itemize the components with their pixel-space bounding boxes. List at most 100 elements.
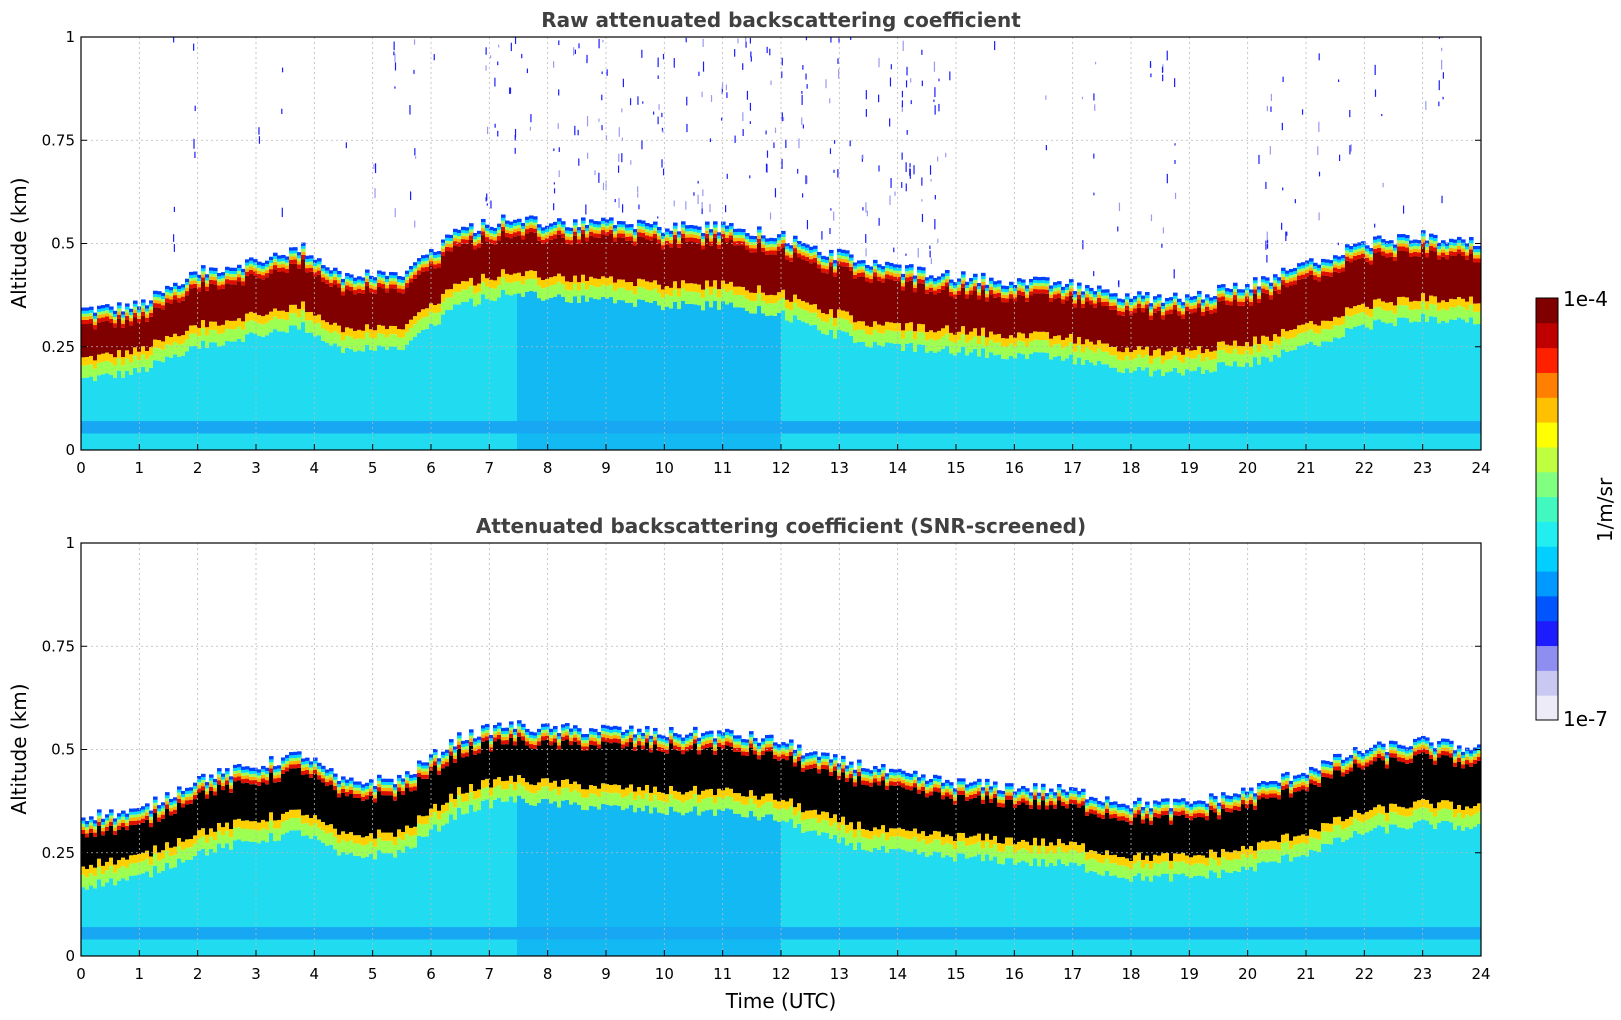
- heatmap-cell: [1345, 260, 1350, 308]
- heatmap-cell: [225, 270, 230, 273]
- heatmap-cell: [1037, 421, 1042, 434]
- heatmap-cell: [1353, 255, 1358, 261]
- x-tick-label: 19: [1180, 459, 1199, 477]
- noise-streak: [414, 156, 417, 159]
- heatmap-cell: [797, 240, 802, 245]
- heatmap-cell: [81, 377, 86, 450]
- heatmap-cell: [357, 282, 362, 286]
- heatmap-cell: [1193, 308, 1198, 313]
- heatmap-cell: [241, 281, 246, 286]
- heatmap-cell: [841, 266, 846, 311]
- heatmap-cell: [189, 333, 194, 347]
- heatmap-cell: [889, 269, 894, 273]
- heatmap-cell: [525, 233, 530, 272]
- heatmap-cell: [889, 421, 894, 434]
- heatmap-cell: [1157, 306, 1162, 311]
- heatmap-cell: [1349, 308, 1354, 317]
- heatmap-cell: [985, 301, 990, 338]
- heatmap-cell: [869, 282, 874, 327]
- heatmap-cell: [313, 774, 318, 816]
- heatmap-cell: [485, 237, 490, 242]
- heatmap-cell: [137, 874, 142, 956]
- noise-streak: [637, 186, 639, 193]
- heatmap-cell: [741, 238, 746, 242]
- heatmap-cell: [713, 300, 718, 450]
- heatmap-cell: [561, 224, 566, 228]
- heatmap-cell: [1445, 248, 1450, 252]
- heatmap-cell: [1121, 299, 1126, 303]
- heatmap-cell: [573, 228, 578, 232]
- heatmap-cell: [449, 739, 454, 743]
- heatmap-cell: [693, 242, 698, 284]
- heatmap-cell: [405, 783, 410, 788]
- noise-streak: [553, 61, 555, 68]
- heatmap-cell: [1457, 245, 1462, 250]
- heatmap-cell: [825, 260, 830, 263]
- heatmap-cell: [873, 272, 878, 277]
- heatmap-cell: [1357, 304, 1362, 314]
- heatmap-cell: [825, 269, 830, 274]
- noise-streak: [662, 168, 665, 176]
- heatmap-cell: [101, 886, 106, 956]
- heatmap-cell: [1437, 246, 1442, 250]
- heatmap-cell: [265, 767, 270, 772]
- heatmap-cell: [609, 421, 614, 434]
- heatmap-cell: [1221, 287, 1226, 291]
- heatmap-cell: [397, 787, 402, 792]
- heatmap-cell: [309, 271, 314, 312]
- noise-streak: [173, 234, 175, 242]
- heatmap-cell: [265, 829, 270, 843]
- heatmap-cell: [1241, 295, 1246, 299]
- heatmap-cell: [1313, 345, 1318, 450]
- heatmap-cell: [877, 280, 882, 325]
- heatmap-cell: [1153, 350, 1158, 359]
- heatmap-cell: [529, 218, 534, 222]
- heatmap-cell: [785, 421, 790, 434]
- heatmap-cell: [1225, 365, 1230, 450]
- noise-streak: [901, 104, 903, 112]
- heatmap-cell: [1261, 421, 1266, 434]
- heatmap-cell: [441, 302, 446, 315]
- heatmap-cell: [181, 807, 186, 842]
- heatmap-cell: [989, 286, 994, 291]
- heatmap-cell: [665, 240, 670, 246]
- heatmap-cell: [669, 287, 674, 297]
- heatmap-cell: [1049, 301, 1054, 339]
- heatmap-cell: [333, 343, 338, 450]
- heatmap-cell: [713, 227, 718, 231]
- heatmap-cell: [545, 299, 550, 450]
- heatmap-cell: [937, 330, 942, 340]
- heatmap-cell: [185, 839, 190, 848]
- heatmap-cell: [273, 261, 278, 266]
- heatmap-cell: [937, 421, 942, 434]
- heatmap-cell: [357, 790, 362, 794]
- heatmap-cell: [1309, 264, 1314, 268]
- heatmap-cell: [393, 275, 398, 279]
- heatmap-cell: [1433, 296, 1438, 305]
- heatmap-cell: [1013, 337, 1018, 347]
- heatmap-cell: [457, 283, 462, 293]
- heatmap-cell: [405, 287, 410, 324]
- heatmap-cell: [821, 259, 826, 263]
- heatmap-cell: [1181, 421, 1186, 434]
- heatmap-cell: [1333, 316, 1338, 326]
- heatmap-cell: [117, 927, 122, 940]
- heatmap-cell: [269, 772, 274, 813]
- heatmap-cell: [245, 766, 250, 770]
- heatmap-cell: [213, 840, 218, 853]
- heatmap-cell: [257, 769, 262, 773]
- heatmap-cell: [1025, 285, 1030, 289]
- heatmap-cell: [261, 262, 266, 267]
- heatmap-cell: [1133, 349, 1138, 359]
- heatmap-cell: [1461, 239, 1466, 243]
- heatmap-cell: [1465, 322, 1470, 450]
- heatmap-cell: [745, 290, 750, 299]
- heatmap-cell: [1025, 297, 1030, 302]
- x-tick-label: 15: [946, 459, 965, 477]
- heatmap-cell: [729, 421, 734, 434]
- heatmap-cell: [1433, 243, 1438, 248]
- heatmap-cell: [149, 813, 154, 817]
- heatmap-cell: [861, 342, 866, 450]
- x-tick-label: 7: [485, 459, 495, 477]
- heatmap-cell: [553, 234, 558, 239]
